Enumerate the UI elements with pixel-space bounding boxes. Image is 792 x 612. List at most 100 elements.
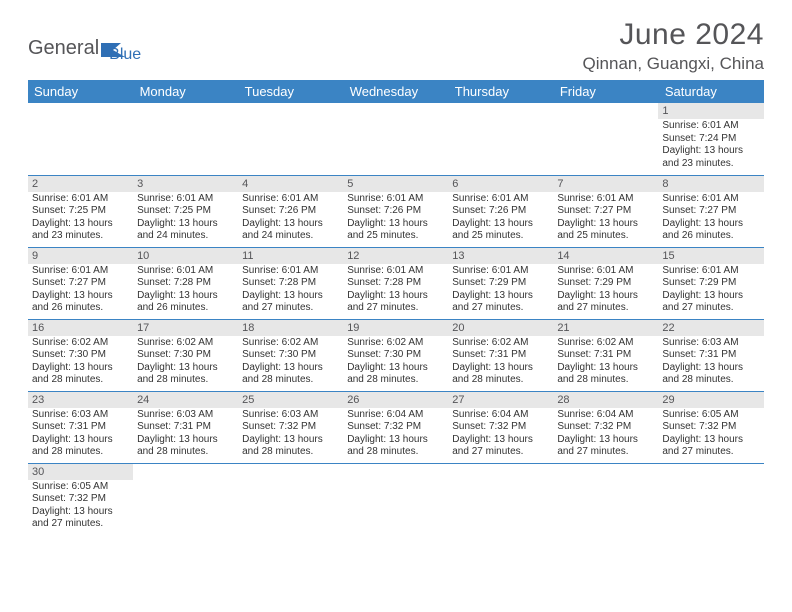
calendar-cell: 30Sunrise: 6:05 AMSunset: 7:32 PMDayligh… bbox=[28, 463, 133, 535]
day-line: and 28 minutes. bbox=[347, 446, 444, 459]
calendar-cell: 28Sunrise: 6:04 AMSunset: 7:32 PMDayligh… bbox=[553, 391, 658, 463]
day-line: Daylight: 13 hours bbox=[242, 434, 339, 447]
calendar-cell bbox=[238, 103, 343, 175]
day-line: Sunset: 7:28 PM bbox=[347, 277, 444, 290]
day-line: Sunset: 7:30 PM bbox=[242, 349, 339, 362]
day-number: 29 bbox=[658, 392, 763, 408]
calendar-cell: 6Sunrise: 6:01 AMSunset: 7:26 PMDaylight… bbox=[448, 175, 553, 247]
day-line: Sunrise: 6:01 AM bbox=[137, 265, 234, 278]
logo-text-2: Blue bbox=[109, 46, 141, 64]
day-line: Daylight: 13 hours bbox=[662, 434, 759, 447]
day-line: Sunset: 7:32 PM bbox=[347, 421, 444, 434]
day-content: Sunrise: 6:01 AMSunset: 7:29 PMDaylight:… bbox=[553, 264, 658, 317]
day-content: Sunrise: 6:01 AMSunset: 7:26 PMDaylight:… bbox=[448, 192, 553, 245]
day-line: Sunset: 7:26 PM bbox=[452, 205, 549, 218]
day-line: Sunrise: 6:01 AM bbox=[452, 265, 549, 278]
day-number: 5 bbox=[343, 176, 448, 192]
day-line: and 24 minutes. bbox=[137, 230, 234, 243]
day-number: 17 bbox=[133, 320, 238, 336]
weekday-header: Tuesday bbox=[238, 80, 343, 103]
day-line: and 24 minutes. bbox=[242, 230, 339, 243]
day-content: Sunrise: 6:02 AMSunset: 7:30 PMDaylight:… bbox=[343, 336, 448, 389]
day-line: Daylight: 13 hours bbox=[452, 434, 549, 447]
calendar-cell: 9Sunrise: 6:01 AMSunset: 7:27 PMDaylight… bbox=[28, 247, 133, 319]
page-title: June 2024 bbox=[583, 18, 764, 52]
day-line: and 27 minutes. bbox=[662, 446, 759, 459]
day-content: Sunrise: 6:01 AMSunset: 7:29 PMDaylight:… bbox=[448, 264, 553, 317]
calendar-cell bbox=[553, 103, 658, 175]
calendar-cell bbox=[553, 463, 658, 535]
day-line: Daylight: 13 hours bbox=[242, 362, 339, 375]
day-line: Daylight: 13 hours bbox=[137, 434, 234, 447]
day-line: Sunset: 7:26 PM bbox=[242, 205, 339, 218]
day-line: Daylight: 13 hours bbox=[32, 506, 129, 519]
day-number: 23 bbox=[28, 392, 133, 408]
day-number: 7 bbox=[553, 176, 658, 192]
weekday-header: Saturday bbox=[658, 80, 763, 103]
calendar-cell: 8Sunrise: 6:01 AMSunset: 7:27 PMDaylight… bbox=[658, 175, 763, 247]
day-line: and 23 minutes. bbox=[662, 158, 759, 171]
day-line: Sunset: 7:32 PM bbox=[557, 421, 654, 434]
day-content: Sunrise: 6:01 AMSunset: 7:25 PMDaylight:… bbox=[28, 192, 133, 245]
calendar-cell: 2Sunrise: 6:01 AMSunset: 7:25 PMDaylight… bbox=[28, 175, 133, 247]
day-line: Sunset: 7:27 PM bbox=[557, 205, 654, 218]
day-content: Sunrise: 6:01 AMSunset: 7:25 PMDaylight:… bbox=[133, 192, 238, 245]
calendar-cell: 1Sunrise: 6:01 AMSunset: 7:24 PMDaylight… bbox=[658, 103, 763, 175]
day-line: Daylight: 13 hours bbox=[347, 362, 444, 375]
calendar-cell: 14Sunrise: 6:01 AMSunset: 7:29 PMDayligh… bbox=[553, 247, 658, 319]
day-line: Sunrise: 6:01 AM bbox=[557, 193, 654, 206]
day-line: Daylight: 13 hours bbox=[347, 290, 444, 303]
day-line: and 28 minutes. bbox=[137, 374, 234, 387]
calendar-cell bbox=[28, 103, 133, 175]
day-line: Sunset: 7:25 PM bbox=[137, 205, 234, 218]
logo-text-1: General bbox=[28, 37, 99, 60]
day-line: and 25 minutes. bbox=[347, 230, 444, 243]
calendar-cell: 20Sunrise: 6:02 AMSunset: 7:31 PMDayligh… bbox=[448, 319, 553, 391]
day-number: 4 bbox=[238, 176, 343, 192]
day-number: 18 bbox=[238, 320, 343, 336]
day-line: Sunrise: 6:05 AM bbox=[662, 409, 759, 422]
day-line: Daylight: 13 hours bbox=[452, 290, 549, 303]
day-number: 30 bbox=[28, 464, 133, 480]
day-content: Sunrise: 6:01 AMSunset: 7:29 PMDaylight:… bbox=[658, 264, 763, 317]
day-line: Daylight: 13 hours bbox=[557, 290, 654, 303]
day-line: Sunrise: 6:01 AM bbox=[347, 265, 444, 278]
day-content: Sunrise: 6:05 AMSunset: 7:32 PMDaylight:… bbox=[658, 408, 763, 461]
day-number: 2 bbox=[28, 176, 133, 192]
day-content: Sunrise: 6:01 AMSunset: 7:26 PMDaylight:… bbox=[343, 192, 448, 245]
day-line: Sunrise: 6:01 AM bbox=[662, 193, 759, 206]
day-line: Sunrise: 6:03 AM bbox=[137, 409, 234, 422]
calendar-cell: 11Sunrise: 6:01 AMSunset: 7:28 PMDayligh… bbox=[238, 247, 343, 319]
day-number: 6 bbox=[448, 176, 553, 192]
day-line: Sunset: 7:30 PM bbox=[137, 349, 234, 362]
day-number: 9 bbox=[28, 248, 133, 264]
day-content: Sunrise: 6:01 AMSunset: 7:24 PMDaylight:… bbox=[658, 119, 763, 172]
day-line: Sunrise: 6:01 AM bbox=[32, 193, 129, 206]
day-content: Sunrise: 6:01 AMSunset: 7:28 PMDaylight:… bbox=[343, 264, 448, 317]
calendar-cell bbox=[133, 463, 238, 535]
weekday-header: Sunday bbox=[28, 80, 133, 103]
day-number: 22 bbox=[658, 320, 763, 336]
day-line: Sunset: 7:28 PM bbox=[137, 277, 234, 290]
day-line: Sunrise: 6:02 AM bbox=[242, 337, 339, 350]
title-block: June 2024 Qinnan, Guangxi, China bbox=[583, 18, 764, 74]
calendar-cell: 7Sunrise: 6:01 AMSunset: 7:27 PMDaylight… bbox=[553, 175, 658, 247]
day-line: Sunset: 7:32 PM bbox=[662, 421, 759, 434]
day-line: and 28 minutes. bbox=[242, 446, 339, 459]
calendar-cell bbox=[343, 103, 448, 175]
header: General Blue June 2024 Qinnan, Guangxi, … bbox=[28, 18, 764, 74]
calendar-cell bbox=[238, 463, 343, 535]
weekday-header: Friday bbox=[553, 80, 658, 103]
day-content: Sunrise: 6:01 AMSunset: 7:28 PMDaylight:… bbox=[238, 264, 343, 317]
day-content: Sunrise: 6:01 AMSunset: 7:27 PMDaylight:… bbox=[553, 192, 658, 245]
day-content: Sunrise: 6:03 AMSunset: 7:31 PMDaylight:… bbox=[658, 336, 763, 389]
day-content: Sunrise: 6:02 AMSunset: 7:30 PMDaylight:… bbox=[133, 336, 238, 389]
day-line: Sunrise: 6:03 AM bbox=[32, 409, 129, 422]
day-line: Sunrise: 6:03 AM bbox=[242, 409, 339, 422]
day-line: Daylight: 13 hours bbox=[137, 290, 234, 303]
day-line: and 27 minutes. bbox=[662, 302, 759, 315]
day-line: and 28 minutes. bbox=[242, 374, 339, 387]
day-line: Sunset: 7:29 PM bbox=[557, 277, 654, 290]
day-line: and 28 minutes. bbox=[452, 374, 549, 387]
day-content: Sunrise: 6:04 AMSunset: 7:32 PMDaylight:… bbox=[448, 408, 553, 461]
